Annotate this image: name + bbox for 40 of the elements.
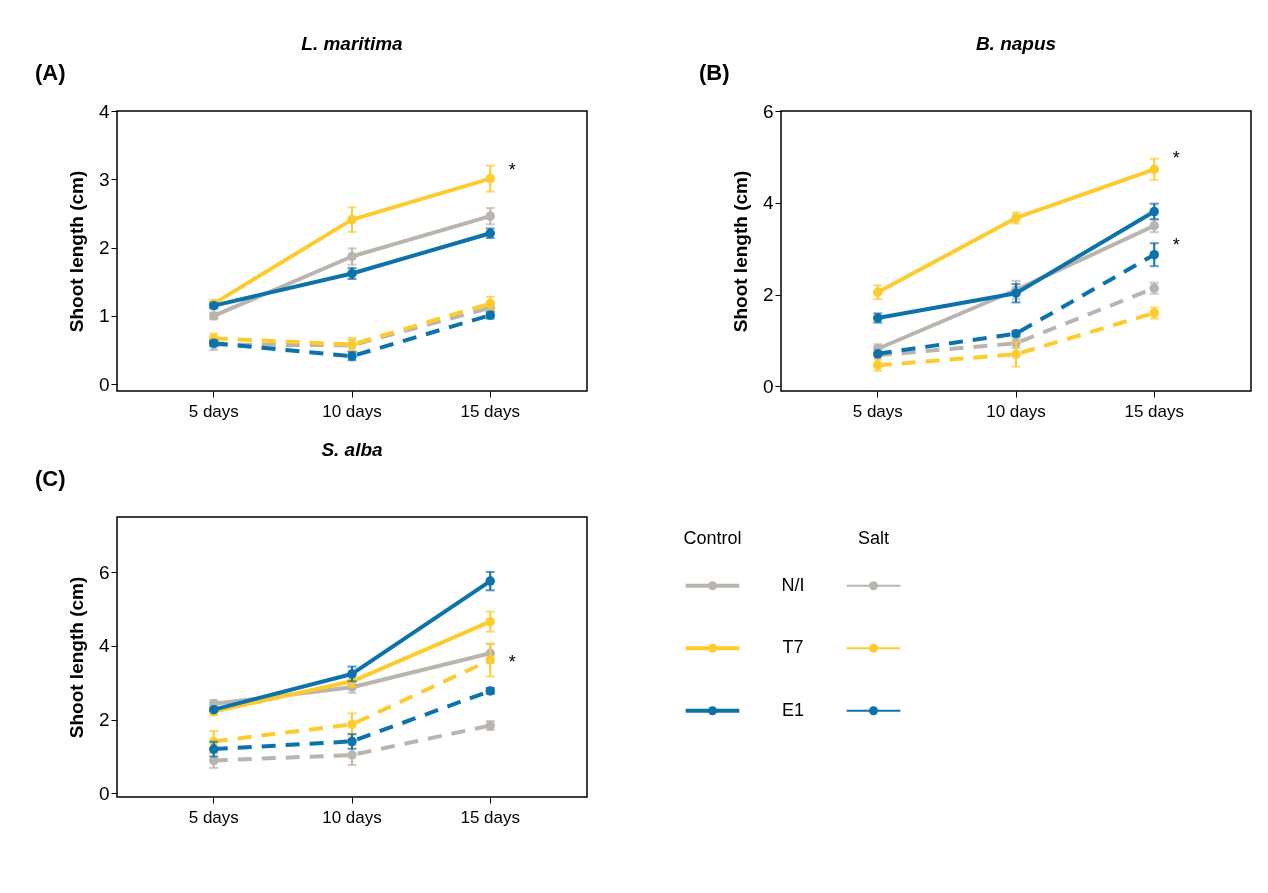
annotation: * bbox=[508, 651, 516, 672]
annotation: * bbox=[1172, 235, 1180, 256]
y-tick-label: 2 bbox=[98, 237, 110, 259]
x-tick-label: 5 days bbox=[852, 401, 903, 421]
text: (A) bbox=[35, 60, 66, 85]
x-tick-label: 15 days bbox=[460, 807, 521, 827]
x-tick-label: 5 days bbox=[188, 401, 239, 421]
x-tick-label: 10 days bbox=[322, 807, 382, 827]
y-axis-title: Shoot length (cm) bbox=[65, 170, 87, 333]
y-tick-label: 2 bbox=[98, 709, 110, 731]
y-tick-label: 0 bbox=[762, 375, 774, 397]
x-tick-label: 15 days bbox=[460, 401, 521, 421]
legend-label: N/I bbox=[781, 574, 805, 595]
text: Control bbox=[683, 527, 742, 548]
x-tick-label: 10 days bbox=[322, 401, 382, 421]
x-tick-label: 10 days bbox=[986, 401, 1046, 421]
x-tick-label: 15 days bbox=[1124, 401, 1185, 421]
text: Salt bbox=[857, 527, 890, 548]
chart-title: B. napus bbox=[975, 33, 1057, 54]
y-tick-label: 0 bbox=[98, 782, 110, 804]
y-tick-label: 2 bbox=[762, 284, 774, 306]
annotation: * bbox=[1172, 147, 1180, 168]
y-tick-label: 0 bbox=[98, 373, 110, 395]
y-axis-title: Shoot length (cm) bbox=[729, 170, 751, 333]
annotation: * bbox=[508, 160, 516, 181]
x-tick-label: 5 days bbox=[188, 807, 239, 827]
y-tick-label: 3 bbox=[98, 168, 110, 190]
y-tick-label: 4 bbox=[98, 635, 110, 657]
text: (B) bbox=[699, 60, 730, 85]
y-tick-label: 4 bbox=[762, 192, 774, 214]
y-tick-label: 6 bbox=[762, 100, 774, 122]
legend-label: T7 bbox=[782, 637, 804, 658]
y-tick-label: 6 bbox=[98, 561, 110, 583]
chart-title: S. alba bbox=[321, 439, 384, 460]
y-tick-label: 4 bbox=[98, 100, 110, 122]
chart-title: L. maritima bbox=[301, 33, 404, 54]
y-tick-label: 1 bbox=[98, 305, 110, 327]
legend-label: E1 bbox=[781, 699, 805, 720]
text: (C) bbox=[35, 466, 66, 491]
y-axis-title: Shoot length (cm) bbox=[65, 576, 87, 739]
